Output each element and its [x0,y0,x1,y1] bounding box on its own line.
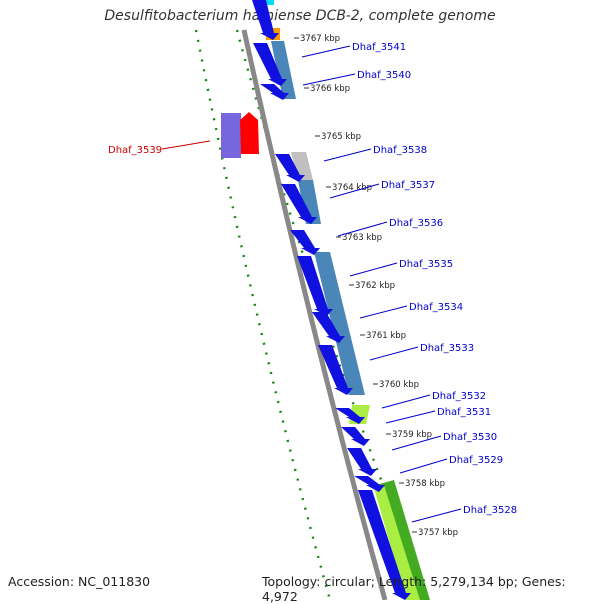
gene-label[interactable]: Dhaf_3535 [399,259,453,270]
gene-leader-line [381,394,431,409]
ruler-label: 3760 kbp [379,380,419,390]
gene-label[interactable]: Dhaf_3529 [449,455,503,466]
forward-gene-13[interactable] [358,490,411,600]
gene-label[interactable]: Dhaf_3534 [409,302,463,313]
ruler-label: 3759 kbp [392,430,432,440]
forward-gene-0[interactable] [252,0,279,40]
gene-label[interactable]: Dhaf_3541 [352,42,406,53]
forward-gene-3[interactable] [275,154,305,182]
gene-leader-line [369,346,419,361]
gene-label[interactable]: Dhaf_3533 [420,343,474,354]
gene-labels: Dhaf_3541 Dhaf_3540 Dhaf_3539 Dhaf_3538 Dhaf… [108,42,517,523]
gene-leader-line [399,458,448,474]
gene-leader-line [391,435,442,451]
gene-label[interactable]: Dhaf_3540 [357,70,411,81]
forward-gene-5[interactable] [290,230,320,255]
forward-gene-10[interactable] [341,427,370,446]
forward-gene-arrows [252,0,411,600]
gene-leader-line [329,183,380,199]
ruler-labels: 3767 kbp 3766 kbp 3765 kbp 3764 kbp 3763 kbp… [294,34,458,538]
gene-leader-line [161,140,211,150]
gene-leader-line [323,148,372,162]
gene-leader-line [359,305,408,319]
gene-label[interactable]: Dhaf_3530 [443,432,497,443]
forward-gene-2[interactable] [260,84,289,100]
ruler-label: 3758 kbp [405,479,445,489]
cog-bar-3537 [298,180,321,224]
gene-leader-line [302,73,356,86]
gene-leader-line [349,262,398,277]
ruler-label: 3761 kbp [366,331,406,341]
forward-gene-4[interactable] [281,184,317,224]
forward-gene-12[interactable] [354,476,385,492]
cog-bar-3540 [271,41,296,99]
gene-leader-line [301,45,351,58]
forward-gene-6[interactable] [297,256,333,316]
cog-bar-cyan [261,0,274,5]
gene-dhaf-3539[interactable] [221,112,259,158]
map-title: Desulfitobacterium hafniense DCB-2, comp… [104,8,496,24]
gene-label[interactable]: Dhaf_3538 [373,145,427,156]
gene-label[interactable]: Dhaf_3537 [381,180,435,191]
cog-bar-3535 [314,252,365,395]
gene-leader-line [385,410,436,424]
ruler-label: 3767 kbp [300,34,340,44]
gene-leader-line [337,221,388,237]
gene-label[interactable]: Dhaf_3531 [437,407,491,418]
accession-text: Accession: NC_011830 [8,574,151,589]
ruler-label: 3762 kbp [355,281,395,291]
gene-label[interactable]: Dhaf_3528 [463,505,517,516]
forward-gene-8[interactable] [318,345,353,395]
backbone-line [241,29,388,600]
forward-gene-7[interactable] [312,312,345,343]
ruler-label: 3764 kbp [332,183,372,193]
gene-label[interactable]: Dhaf_3539 [108,145,162,156]
gene-label[interactable]: Dhaf_3536 [389,218,443,229]
ruler-label: 3763 kbp [342,233,382,243]
forward-gene-9[interactable] [335,408,365,424]
forward-gene-11[interactable] [347,448,377,476]
cog-bar-3528-light [374,485,420,600]
gene-leader-line [411,508,462,523]
forward-gene-1[interactable] [253,43,287,86]
ruler-label: 3766 kbp [310,84,350,94]
ruler-label: 3765 kbp [321,132,361,142]
ruler-label: 3757 kbp [418,528,458,538]
gene-label[interactable]: Dhaf_3532 [432,391,486,402]
